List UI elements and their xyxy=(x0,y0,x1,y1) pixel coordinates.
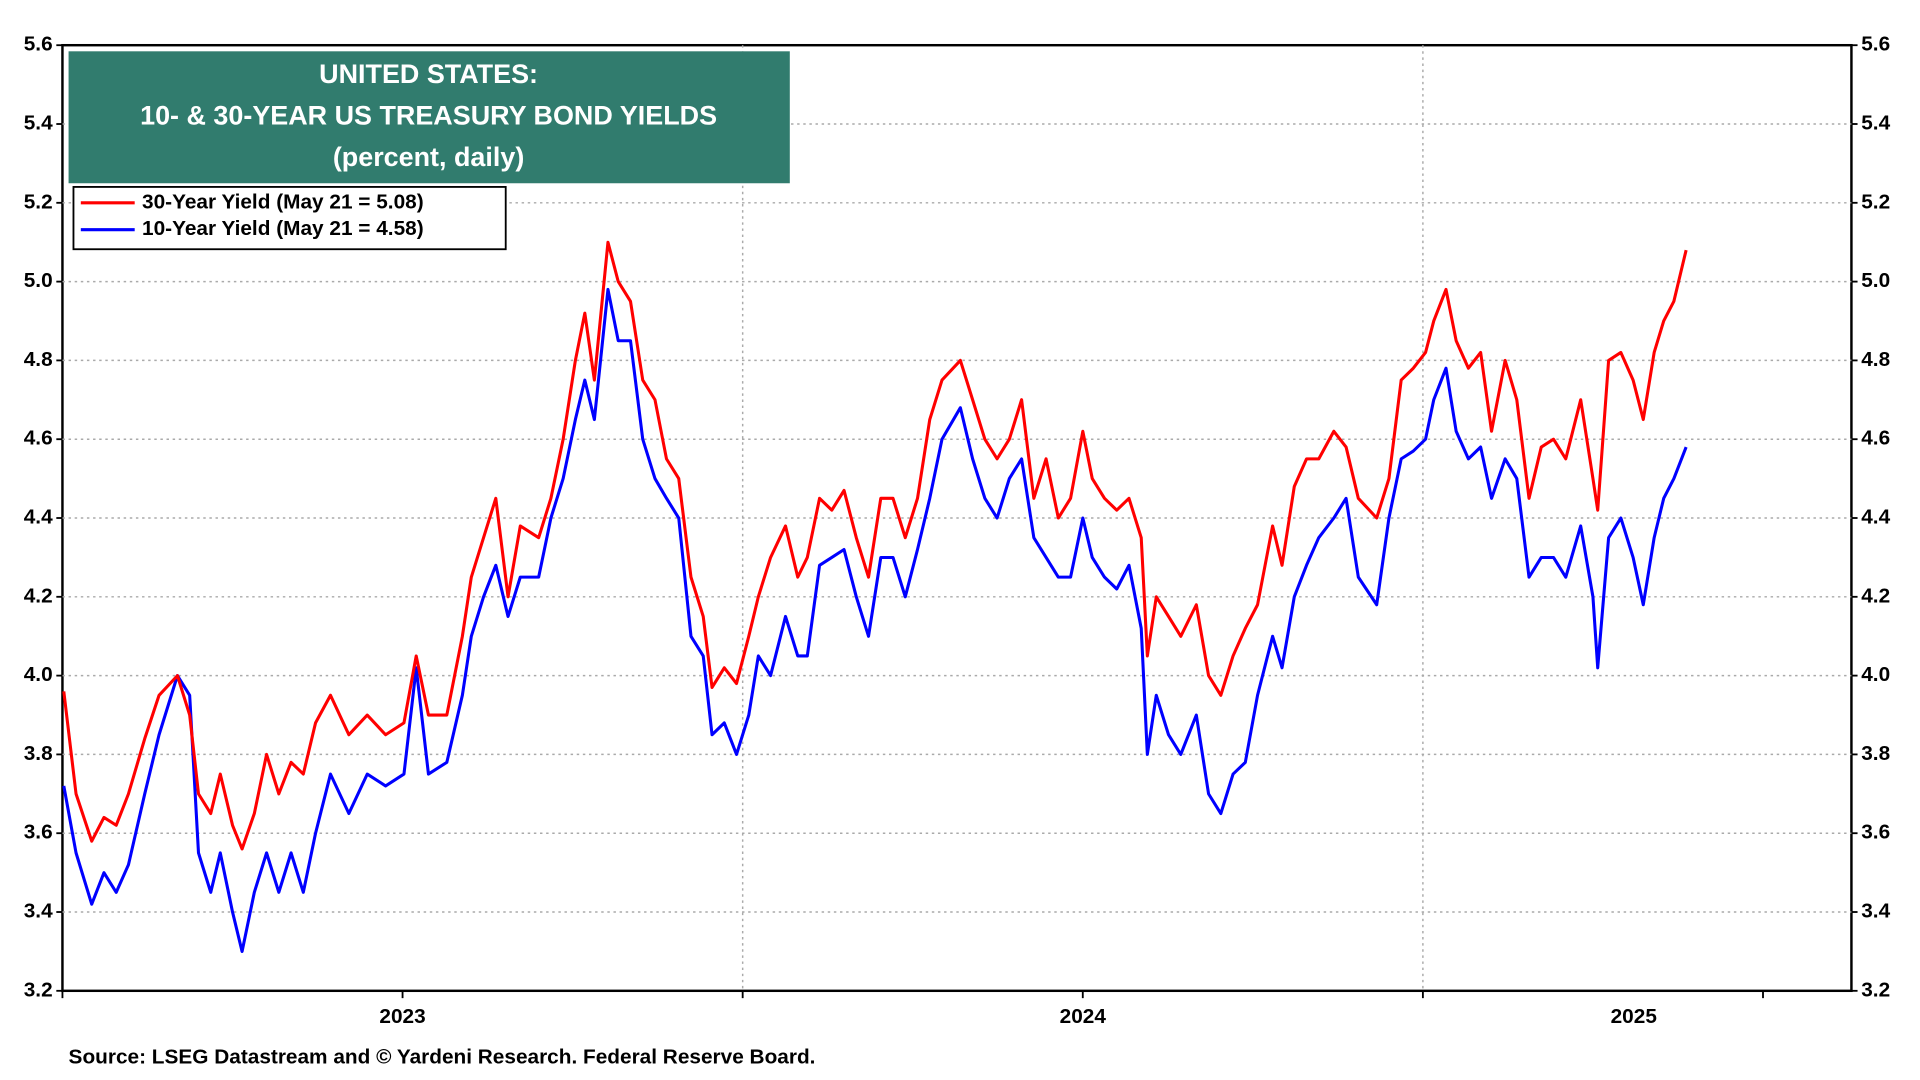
y2-tick-label: 5.0 xyxy=(1861,269,1890,292)
x-tick-label: 2024 xyxy=(1060,1005,1107,1028)
legend-box xyxy=(72,186,507,251)
y2-tick-label: 5.6 xyxy=(1861,33,1890,56)
y2-tick-label: 4.8 xyxy=(1861,348,1890,371)
y2-tick-label: 4.0 xyxy=(1861,663,1890,686)
y-tick-label: 5.0 xyxy=(24,269,53,292)
y2-tick-label: 4.2 xyxy=(1861,584,1890,607)
y-tick-label: 5.6 xyxy=(24,33,53,56)
series-line xyxy=(62,287,1688,954)
x-tick-label: 2025 xyxy=(1611,1005,1657,1028)
chart-title: 10- & 30-YEAR US TREASURY BOND YIELDS xyxy=(140,100,717,130)
legend-label: 30-Year Yield (May 21 = 5.08) xyxy=(142,190,424,213)
y-tick-label: 3.6 xyxy=(24,821,53,844)
y-tick-label: 3.4 xyxy=(24,900,53,923)
y2-tick-label: 3.2 xyxy=(1861,978,1890,1001)
y2-tick-label: 5.4 xyxy=(1861,112,1890,135)
chart-subtitle: (percent, daily) xyxy=(333,142,524,172)
y-tick-label: 5.2 xyxy=(24,190,53,213)
grid-layer xyxy=(62,45,1852,991)
y2-tick-label: 3.4 xyxy=(1861,900,1890,923)
series-line xyxy=(62,240,1688,851)
y-tick-label: 4.6 xyxy=(24,427,53,450)
y2-tick-label: 4.4 xyxy=(1861,506,1890,529)
y2-tick-label: 5.2 xyxy=(1861,190,1890,213)
legend-label: 10-Year Yield (May 21 = 4.58) xyxy=(142,217,424,240)
y-tick-label: 3.2 xyxy=(24,978,53,1001)
y-tick-label: 5.4 xyxy=(24,112,53,135)
y-tick-label: 4.8 xyxy=(24,348,53,371)
chart-title: UNITED STATES: xyxy=(319,59,538,89)
x-tick-label: 2023 xyxy=(379,1005,425,1028)
y2-tick-label: 3.8 xyxy=(1861,742,1890,765)
y-tick-label: 4.0 xyxy=(24,663,53,686)
y-tick-label: 3.8 xyxy=(24,742,53,765)
y-tick-label: 4.4 xyxy=(24,506,53,529)
title-box xyxy=(68,51,790,184)
y-tick-label: 4.2 xyxy=(24,584,53,607)
source-note: Source: LSEG Datastream and © Yardeni Re… xyxy=(69,1046,816,1069)
y2-tick-label: 3.6 xyxy=(1861,821,1890,844)
y2-tick-label: 4.6 xyxy=(1861,427,1890,450)
